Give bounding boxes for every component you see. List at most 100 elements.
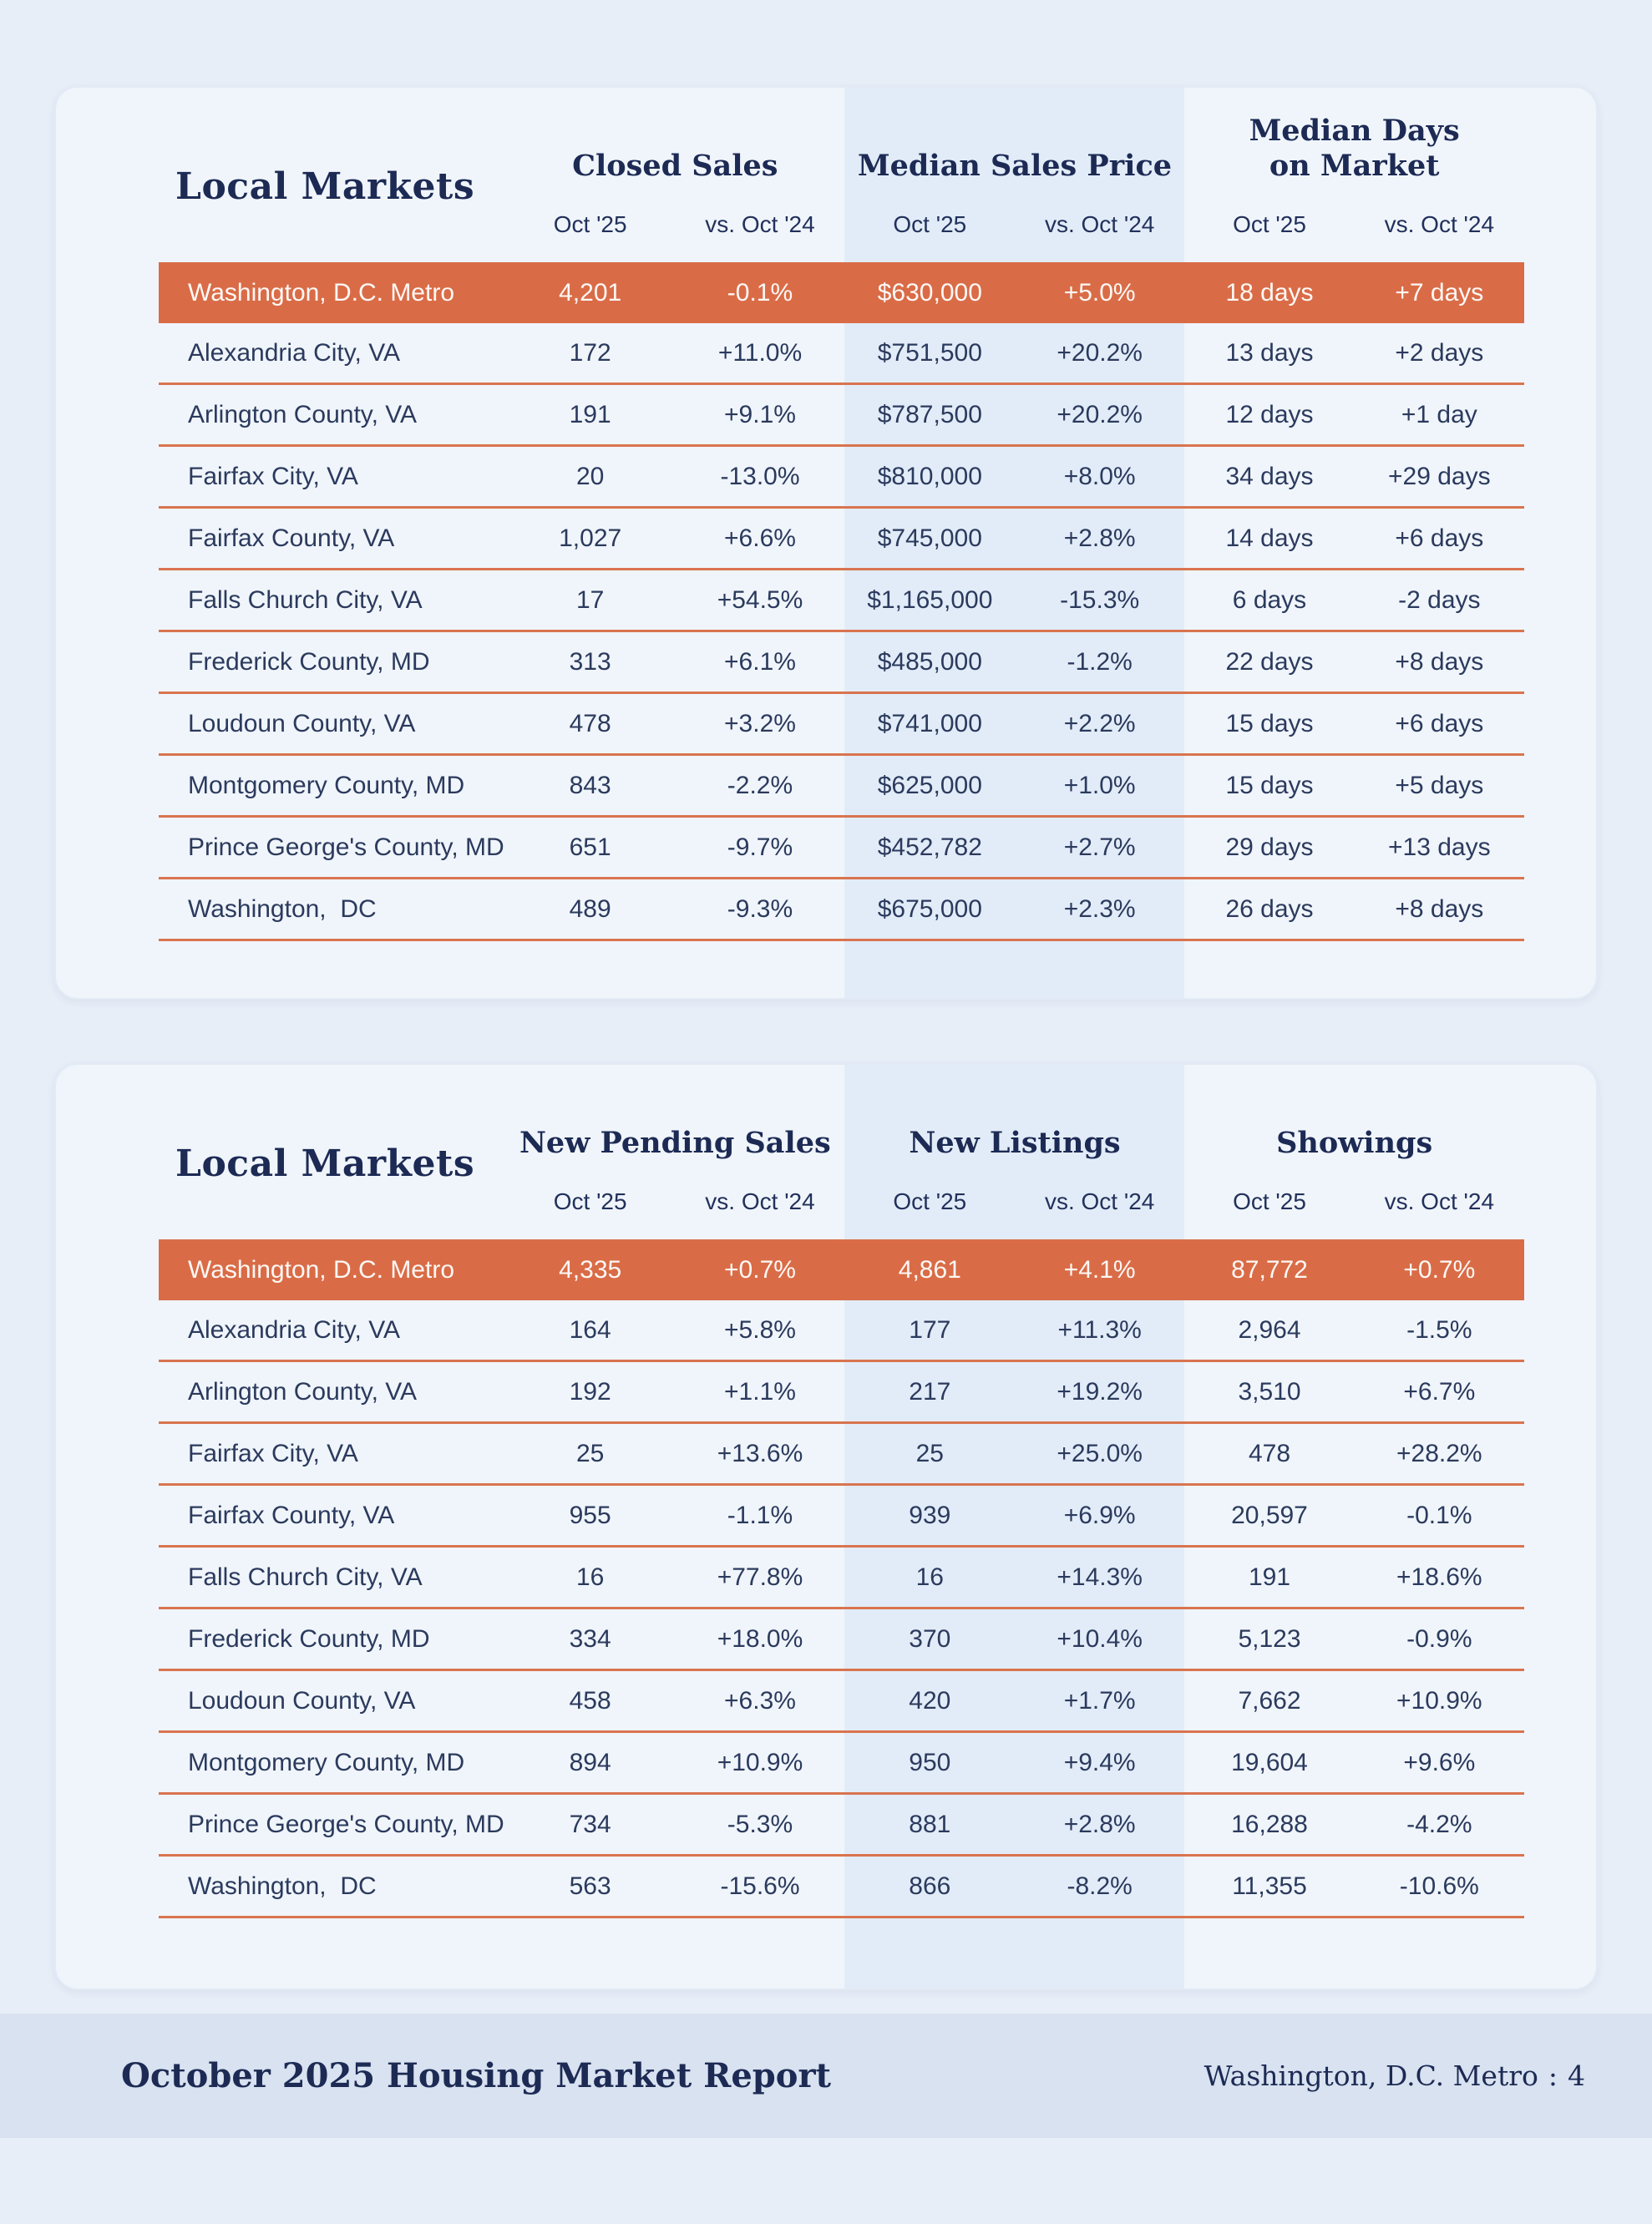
value-cell: $675,000: [877, 894, 982, 923]
value-cell: 20: [575, 462, 605, 490]
market-name: Prince George's County, MD: [188, 1810, 504, 1838]
column-group-showings: Showings: [1184, 1065, 1524, 1163]
value-cell: 420: [909, 1686, 951, 1715]
value-cell: 16,288: [1231, 1810, 1308, 1838]
table-row: Prince George's County, MD 734 -5.3% 881…: [159, 1795, 1524, 1857]
value-cell: +1.0%: [1063, 771, 1136, 799]
value-cell: +77.8%: [717, 1563, 803, 1591]
value-cell: -0.1%: [1406, 1501, 1472, 1529]
subheader-oct25: Oct '25: [553, 1188, 627, 1214]
column-group-median-sales-price: Median Sales Price: [845, 88, 1185, 186]
table-row: Montgomery County, MD 843 -2.2% $625,000…: [159, 756, 1524, 818]
value-cell: +1.1%: [724, 1377, 796, 1406]
value-cell: 164: [569, 1315, 611, 1344]
table-row: Falls Church City, VA 17 +54.5% $1,165,0…: [159, 570, 1524, 632]
value-cell: $1,165,000: [867, 585, 993, 614]
value-cell: -1.1%: [727, 1501, 793, 1529]
value-cell: -15.3%: [1060, 585, 1140, 614]
value-cell: +6.7%: [1403, 1377, 1476, 1406]
table-rows: Alexandria City, VA 164 +5.8% 177 +11.3%…: [159, 1300, 1524, 1918]
value-cell: 334: [569, 1624, 611, 1653]
value-cell: +10.9%: [717, 1748, 803, 1776]
local-markets-table-2: Local Markets New Pending Sales New List…: [159, 1065, 1524, 1918]
market-name: Arlington County, VA: [188, 400, 418, 428]
value-cell: 881: [909, 1810, 951, 1838]
value-cell: 29 days: [1225, 833, 1314, 861]
value-cell: +7 days: [1395, 278, 1484, 306]
value-cell: 2,964: [1238, 1315, 1301, 1344]
value-cell: +1 day: [1401, 400, 1477, 428]
group-header-line: Median Days: [1249, 114, 1460, 149]
page-footer: October 2025 Housing Market Report Washi…: [0, 2014, 1652, 2138]
value-cell: $745,000: [877, 524, 982, 552]
value-cell: 191: [569, 400, 611, 428]
value-cell: -8.2%: [1067, 1872, 1133, 1900]
value-cell: $751,500: [877, 338, 982, 367]
group-header-line: Median Sales Price: [857, 148, 1173, 183]
table-rows: Alexandria City, VA 172 +11.0% $751,500 …: [159, 323, 1524, 941]
subheader-oct25: Oct '25: [1233, 1188, 1306, 1214]
value-cell: 955: [569, 1501, 611, 1529]
market-name: Falls Church City, VA: [188, 1563, 423, 1591]
market-name: Washington, DC: [188, 1872, 377, 1900]
report-title: October 2025 Housing Market Report: [121, 2056, 831, 2095]
table-row: Frederick County, MD 313 +6.1% $485,000 …: [159, 632, 1524, 694]
table-row: Fairfax City, VA 25 +13.6% 25 +25.0% 478…: [159, 1424, 1524, 1486]
value-cell: +4.1%: [1063, 1255, 1136, 1284]
group-header-line: Closed Sales: [572, 148, 778, 183]
value-cell: +5.0%: [1063, 278, 1136, 306]
table-row: Frederick County, MD 334 +18.0% 370 +10.…: [159, 1609, 1524, 1671]
market-name: Fairfax County, VA: [188, 524, 395, 552]
footer-market-label: Washington, D.C. Metro: [1204, 2059, 1538, 2092]
subheader-oct25: Oct '25: [1233, 210, 1306, 237]
market-name: Montgomery County, MD: [188, 771, 465, 799]
value-cell: -1.2%: [1067, 647, 1133, 676]
value-cell: 4,861: [898, 1255, 961, 1284]
column-group-median-days-on-market: Median Days on Market: [1184, 88, 1524, 186]
value-cell: 478: [1248, 1439, 1291, 1467]
value-cell: $452,782: [877, 833, 982, 861]
subheader-oct25: Oct '25: [553, 210, 627, 237]
value-cell: 843: [569, 771, 611, 799]
value-cell: $485,000: [877, 647, 982, 676]
value-cell: $810,000: [877, 462, 982, 490]
table-title: Local Markets: [175, 1142, 475, 1185]
value-cell: +5 days: [1395, 771, 1484, 799]
value-cell: +9.1%: [724, 400, 796, 428]
value-cell: 87,772: [1231, 1255, 1308, 1284]
subheader-oct25: Oct '25: [893, 1188, 967, 1214]
market-name: Loudoun County, VA: [188, 709, 416, 737]
table-row: Arlington County, VA 191 +9.1% $787,500 …: [159, 385, 1524, 447]
value-cell: 651: [569, 833, 611, 861]
group-header-line: New Listings: [909, 1125, 1121, 1160]
value-cell: -10.6%: [1399, 1872, 1479, 1900]
value-cell: 734: [569, 1810, 611, 1838]
value-cell: 25: [575, 1439, 605, 1467]
market-name: Washington, D.C. Metro: [188, 278, 454, 306]
table-row: Falls Church City, VA 16 +77.8% 16 +14.3…: [159, 1548, 1524, 1609]
value-cell: +2.8%: [1063, 524, 1136, 552]
table-row: Fairfax City, VA 20 -13.0% $810,000 +8.0…: [159, 447, 1524, 509]
value-cell: +2.7%: [1063, 833, 1136, 861]
value-cell: 12 days: [1225, 400, 1314, 428]
value-cell: +2.8%: [1063, 1810, 1136, 1838]
group-header-line: on Market: [1269, 148, 1440, 183]
group-header-line: Showings: [1276, 1125, 1433, 1160]
market-name: Montgomery County, MD: [188, 1748, 465, 1776]
value-cell: 866: [909, 1872, 951, 1900]
value-cell: +9.4%: [1063, 1748, 1136, 1776]
value-cell: 4,201: [559, 278, 622, 306]
value-cell: 370: [909, 1624, 951, 1653]
subheader-vs-oct24: vs. Oct '24: [705, 1188, 815, 1214]
value-cell: 172: [569, 338, 611, 367]
value-cell: +2.3%: [1063, 894, 1136, 923]
market-name: Alexandria City, VA: [188, 338, 400, 367]
value-cell: 7,662: [1238, 1686, 1301, 1715]
table-row: Loudoun County, VA 458 +6.3% 420 +1.7% 7…: [159, 1671, 1524, 1733]
report-page: { "colors": { "accent_orange": "#d96c47"…: [0, 86, 1652, 2224]
value-cell: 950: [909, 1748, 951, 1776]
value-cell: 16: [915, 1563, 944, 1591]
value-cell: +29 days: [1388, 462, 1491, 490]
metro-summary-row: Washington, D.C. Metro 4,335 +0.7% 4,861…: [159, 1239, 1524, 1300]
table-row: Loudoun County, VA 478 +3.2% $741,000 +2…: [159, 694, 1524, 756]
